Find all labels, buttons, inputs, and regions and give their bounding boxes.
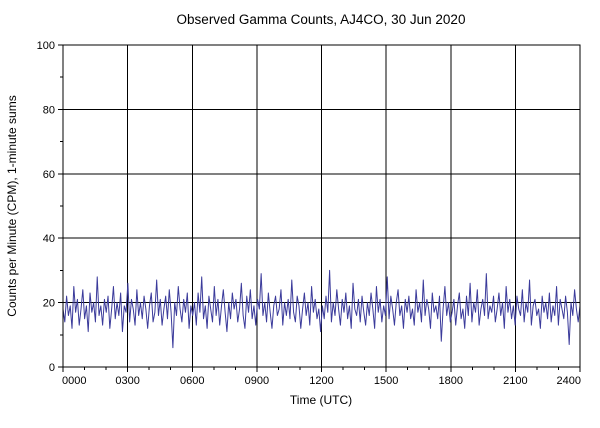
y-axis-title: Counts per Minute (CPM), 1-minute sums [5, 95, 19, 316]
chart-title: Observed Gamma Counts, AJ4CO, 30 Jun 202… [177, 12, 466, 27]
x-tick-label: 0900 [245, 375, 269, 387]
y-tick-label: 60 [43, 169, 55, 181]
x-axis-title: Time (UTC) [290, 393, 352, 407]
y-tick-label: 0 [49, 362, 55, 374]
plot-border [62, 44, 581, 368]
x-tick-label: 2100 [503, 375, 527, 387]
x-tick-label: 0300 [115, 375, 139, 387]
x-tick-label: 2400 [557, 375, 581, 387]
data-line-series [62, 269, 581, 349]
y-tick-label: 100 [37, 40, 55, 52]
plot-area: 0 20 40 60 80 100 0000 0300 0600 0900 1200 1500 1800… [37, 40, 581, 387]
y-tick-label: 40 [43, 233, 55, 245]
x-tick-label: 1200 [309, 375, 333, 387]
x-tick-label: 0000 [62, 375, 86, 387]
x-tick-label: 1800 [439, 375, 463, 387]
x-tick-label: 0600 [180, 375, 204, 387]
y-tick-label: 20 [43, 298, 55, 310]
y-tick-label: 80 [43, 104, 55, 116]
x-tick-label: 1500 [374, 375, 398, 387]
